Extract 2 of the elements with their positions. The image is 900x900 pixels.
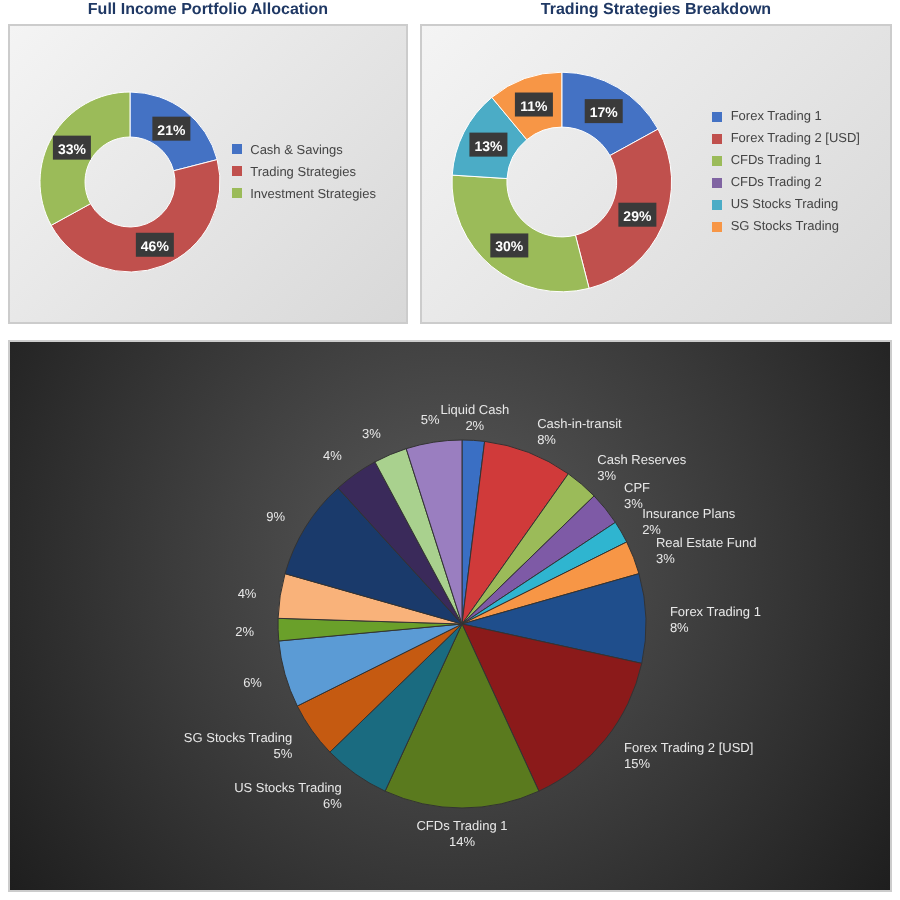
chart-title: Full Income Portfolio Allocation [85,0,331,18]
chart-title: Trading Strategies Breakdown [538,0,774,18]
